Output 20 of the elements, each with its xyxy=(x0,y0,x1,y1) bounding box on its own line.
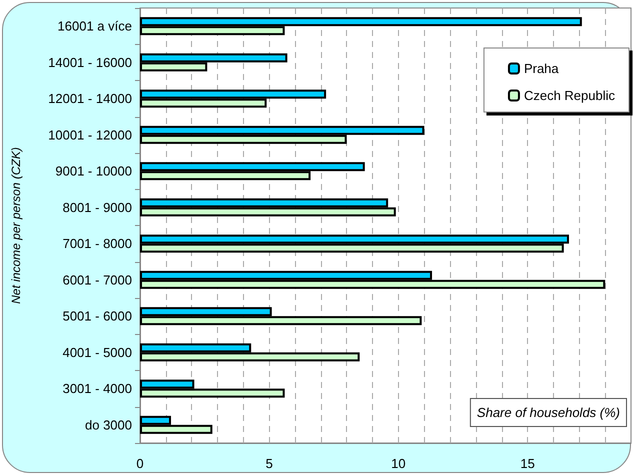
y-axis-title: Net income per person (CZK) xyxy=(9,147,23,304)
legend-label: Czech Republic xyxy=(524,88,616,103)
x-tick-label: 15 xyxy=(520,456,535,471)
legend-label: Praha xyxy=(524,61,560,76)
y-tick-label: 7001 - 8000 xyxy=(62,236,132,252)
y-tick-label: 12001 - 14000 xyxy=(48,91,132,106)
y-tick-label: do 3000 xyxy=(85,417,132,432)
x-tick-label: 0 xyxy=(136,456,144,471)
y-tick-label: 4001 - 5000 xyxy=(62,344,132,360)
y-tick-label: 10001 - 12000 xyxy=(48,127,132,142)
y-tick-label: 9001 - 10000 xyxy=(55,164,132,179)
y-tick-label: 6001 - 7000 xyxy=(62,272,132,288)
x-tick-label: 10 xyxy=(391,456,406,471)
y-tick-label: 5001 - 6000 xyxy=(62,308,132,324)
y-tick-label: 16001 a více xyxy=(58,18,132,34)
y-tick-label: 14001 - 16000 xyxy=(48,54,132,70)
x-tick-label: 5 xyxy=(266,456,273,471)
y-tick-label: 3001 - 4000 xyxy=(62,381,132,396)
x-axis-title: Share of households (%) xyxy=(476,405,620,420)
y-tick-label: 8001 - 9000 xyxy=(62,200,132,215)
